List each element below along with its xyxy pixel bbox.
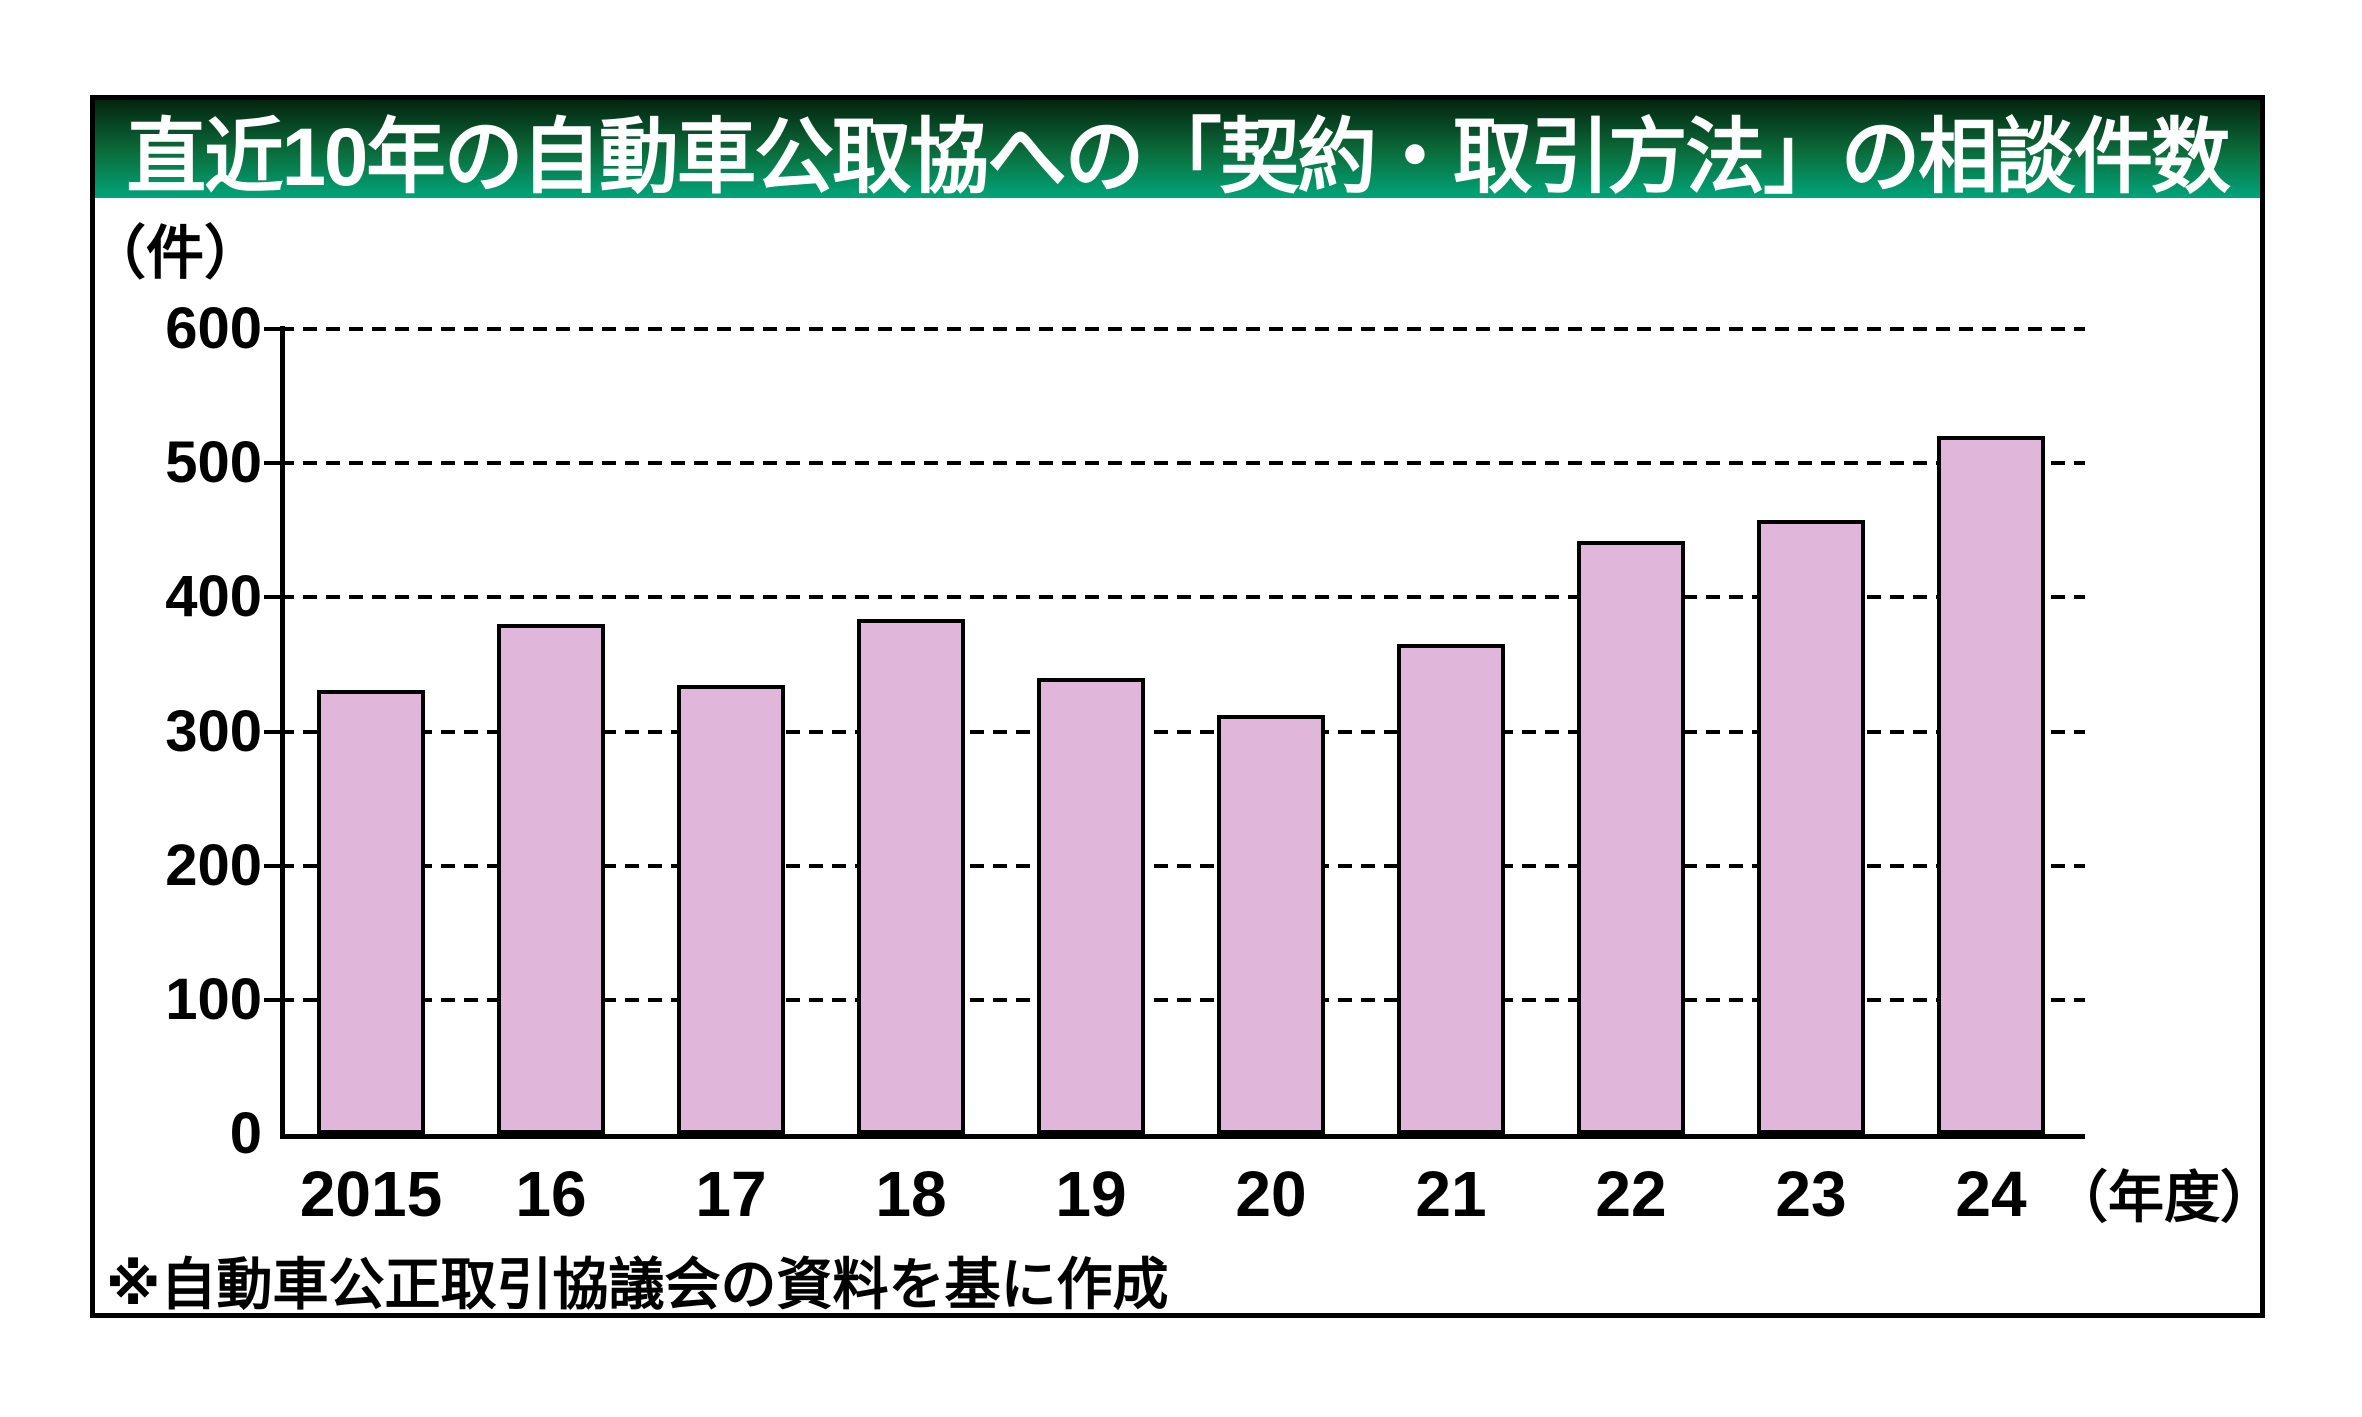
y-axis-tick-100 — [264, 997, 280, 1002]
y-axis-tick-200 — [264, 863, 280, 868]
bar-16 — [497, 624, 605, 1134]
title-banner: 直近10年の自動車公取協への「契約・取引方法」の相談件数 — [90, 95, 2265, 203]
source-footnote: ※自動車公正取引協議会の資料を基に作成 — [106, 1253, 1169, 1316]
y-tick-label-0: 0 — [229, 1101, 262, 1166]
bar-2015 — [317, 689, 425, 1134]
x-axis-suffix-label: （年度） — [2052, 1166, 2276, 1229]
y-axis-tick-300 — [264, 729, 280, 734]
bar-17 — [677, 684, 785, 1134]
x-tick-label-23: 23 — [1775, 1158, 1847, 1230]
x-tick-label-21: 21 — [1415, 1158, 1487, 1230]
y-tick-label-200: 200 — [165, 832, 262, 898]
y-axis-tick-500 — [264, 461, 280, 466]
y-axis-line — [280, 326, 285, 1139]
gridline-100 — [280, 997, 2085, 1002]
y-tick-label-300: 300 — [165, 698, 262, 764]
chart-title: 直近10年の自動車公取協への「契約・取引方法」の相談件数 — [126, 111, 2230, 203]
x-tick-label-17: 17 — [695, 1158, 767, 1230]
x-tick-label-24: 24 — [1955, 1158, 2027, 1230]
bar-20 — [1217, 715, 1325, 1134]
bar-23 — [1757, 519, 1865, 1134]
y-axis-tick-400 — [264, 595, 280, 600]
x-tick-label-18: 18 — [875, 1158, 947, 1230]
y-axis-unit-label: （件） — [87, 221, 262, 286]
gridline-400 — [280, 595, 2085, 600]
y-tick-label-500: 500 — [165, 430, 262, 496]
y-tick-label-600: 600 — [165, 296, 262, 361]
x-tick-label-2015: 2015 — [299, 1158, 443, 1230]
gridline-200 — [280, 863, 2085, 868]
bar-24 — [1937, 436, 2045, 1134]
x-axis-line — [280, 1134, 2085, 1139]
bar-21 — [1397, 644, 1505, 1134]
x-tick-label-16: 16 — [515, 1158, 587, 1230]
x-tick-label-19: 19 — [1055, 1158, 1127, 1230]
x-tick-label-20: 20 — [1235, 1158, 1307, 1230]
bar-22 — [1577, 540, 1685, 1134]
chart-frame — [90, 95, 2265, 1318]
y-axis-tick-600 — [264, 327, 280, 331]
x-tick-label-22: 22 — [1595, 1158, 1667, 1230]
bar-18 — [857, 618, 965, 1134]
gridline-300 — [280, 729, 2085, 734]
gridline-500 — [280, 461, 2085, 466]
y-tick-label-400: 400 — [165, 564, 262, 630]
bar-19 — [1037, 677, 1145, 1134]
gridline-600 — [280, 327, 2085, 331]
y-tick-label-100: 100 — [165, 966, 262, 1032]
